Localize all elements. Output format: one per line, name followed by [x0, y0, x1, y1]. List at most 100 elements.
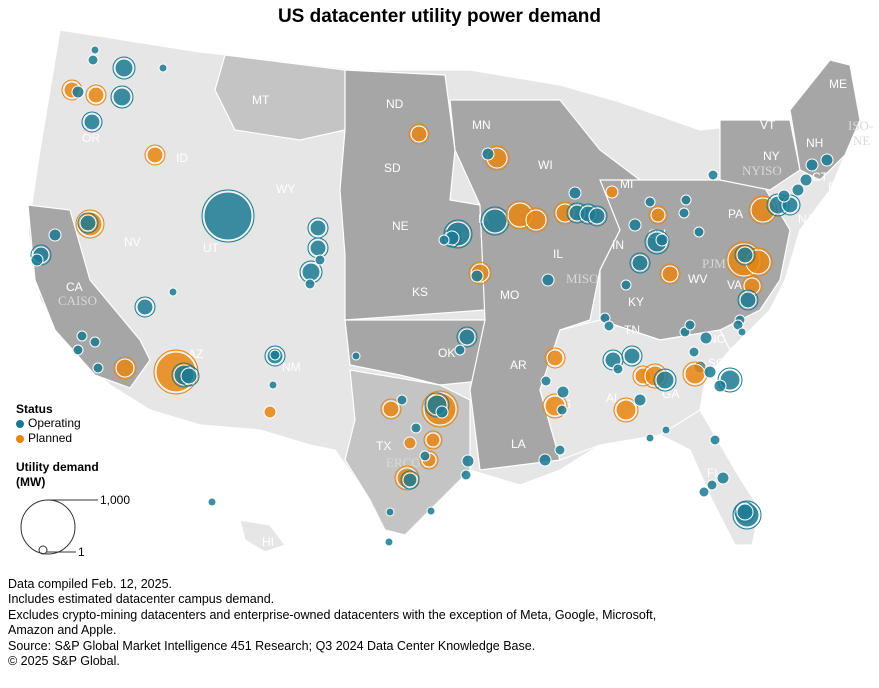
operating-datacenter-bubble	[644, 196, 656, 208]
planned-datacenter-bubble	[615, 399, 637, 421]
iso-label-caiso: CAISO	[58, 293, 97, 308]
planned-datacenter-bubble	[546, 349, 564, 367]
bubble-ring	[544, 347, 566, 369]
state-label-ky: KY	[628, 295, 644, 309]
bubble-ring	[629, 252, 651, 274]
iso-label-nyiso: NYISO	[742, 163, 782, 178]
bubble-ring	[542, 393, 568, 419]
operating-datacenter-bubble	[384, 537, 394, 547]
operating-datacenter-bubble	[633, 393, 647, 407]
operating-datacenter-bubble	[461, 454, 475, 468]
bubble-ring	[112, 56, 136, 80]
note-line: Source: S&P Global Market Intelligence 4…	[8, 638, 536, 653]
planned-datacenter-bubble	[115, 358, 135, 378]
operating-datacenter-bubble	[736, 503, 754, 521]
bubble-ring	[75, 209, 105, 239]
us-map: MT ND MN WY SD WI NY VT NH ME MA RI CT P…	[27, 30, 873, 553]
state-label-id: ID	[176, 151, 188, 165]
operating-datacenter-bubble	[688, 346, 700, 358]
operating-datacenter-bubble	[396, 394, 408, 406]
isone-region	[789, 59, 861, 181]
operating-datacenter-bubble	[655, 233, 669, 247]
bubble-ring	[456, 326, 478, 348]
operating-datacenter-bubble	[314, 254, 326, 266]
footnotes: Data compiled Feb. 12, 2025. Includes es…	[8, 577, 868, 669]
legend: Status Operating Planned Utility demand …	[16, 402, 146, 562]
planned-datacenter-bubble	[605, 185, 619, 199]
operating-datacenter-bubble	[309, 219, 327, 237]
state-label-nh: NH	[806, 136, 823, 150]
bubble-ring	[653, 368, 677, 392]
state-label-tx: TX	[376, 439, 391, 453]
legend-operating: Operating	[16, 416, 81, 430]
operating-datacenter-bubble	[628, 218, 642, 232]
operating-datacenter-bubble	[419, 450, 431, 462]
planned-datacenter-bubble	[403, 436, 417, 450]
operating-datacenter-bubble	[301, 262, 321, 282]
operating-datacenter-bubble	[482, 208, 508, 234]
operating-datacenter-bubble	[79, 214, 97, 232]
planned-dot-icon	[16, 434, 24, 443]
planned-datacenter-bubble	[382, 400, 400, 418]
operating-datacenter-bubble	[698, 486, 710, 498]
operating-datacenter-bubble	[678, 207, 690, 219]
operating-datacenter-bubble	[707, 169, 719, 181]
bubble-ring	[380, 398, 402, 420]
operating-datacenter-bubble	[438, 234, 450, 246]
operating-datacenter-bubble	[693, 226, 705, 238]
operating-datacenter-bubble	[612, 363, 624, 375]
state-label-ut: UT	[203, 241, 220, 255]
state-label-tn: TN	[624, 323, 640, 337]
bubble-ring	[659, 263, 681, 285]
planned-datacenter-bubble	[661, 265, 679, 283]
nyiso-region	[719, 119, 801, 191]
operating-datacenter-bubble	[706, 479, 718, 491]
state-label-ks: KS	[412, 285, 428, 299]
operating-datacenter-bubble	[460, 469, 472, 481]
bubble-ring	[421, 390, 459, 428]
state-label-ma: MA	[846, 152, 864, 166]
state-label-md: MD	[796, 259, 815, 273]
planned-datacenter-bubble	[87, 86, 105, 104]
operating-datacenter-bubble	[136, 298, 154, 316]
operating-datacenter-bubble	[71, 85, 85, 99]
iso-labels: ISO- NE NYISO PJM MISO SPP CAISO ERCOT	[58, 118, 873, 470]
bubble-ring	[613, 397, 639, 423]
bubble-ring	[523, 207, 549, 233]
bubble-ring	[621, 345, 643, 367]
bubble-ring	[77, 212, 99, 234]
state-label-wv: WV	[688, 272, 707, 286]
state-label-me: ME	[829, 77, 847, 91]
operating-datacenter-bubble	[481, 147, 495, 161]
state-label-nm: NM	[282, 360, 301, 374]
operating-datacenter-bubble	[699, 331, 713, 345]
operating-datacenter-bubble	[777, 189, 791, 203]
state-label-wi: WI	[538, 158, 553, 172]
bubble-ring	[408, 123, 430, 145]
legend-size-title: Utility demand (MW)	[16, 460, 99, 489]
bubble-ring	[81, 111, 103, 133]
operating-datacenter-bubble	[112, 87, 132, 107]
map-title: US datacenter utility power demand	[277, 6, 602, 27]
operating-datacenter-bubble	[458, 328, 476, 346]
operating-datacenter-bubble	[680, 194, 692, 206]
operating-datacenter-bubble	[684, 319, 696, 331]
operating-datacenter-bubble	[739, 291, 757, 309]
state-label-in: IN	[612, 238, 624, 252]
state-label-pa: PA	[728, 207, 743, 221]
operating-datacenter-bubble	[385, 507, 395, 517]
state-label-de: DE	[797, 243, 814, 257]
note-line: Amazon and Apple.	[8, 623, 117, 638]
operating-datacenter-bubble	[799, 173, 813, 187]
operating-datacenter-bubble	[538, 453, 552, 467]
operating-datacenter-bubble	[645, 433, 655, 443]
hi-shape	[239, 519, 286, 553]
operating-datacenter-bubble	[168, 287, 178, 297]
planned-datacenter-bubble	[263, 405, 277, 419]
legend-size-min: 1	[78, 545, 85, 559]
state-label-mi: MI	[620, 177, 633, 191]
operating-datacenter-bubble	[661, 425, 671, 435]
bubble-ring	[178, 365, 200, 387]
operating-datacenter-bubble	[716, 471, 730, 485]
operating-datacenter-bubble	[87, 54, 99, 66]
